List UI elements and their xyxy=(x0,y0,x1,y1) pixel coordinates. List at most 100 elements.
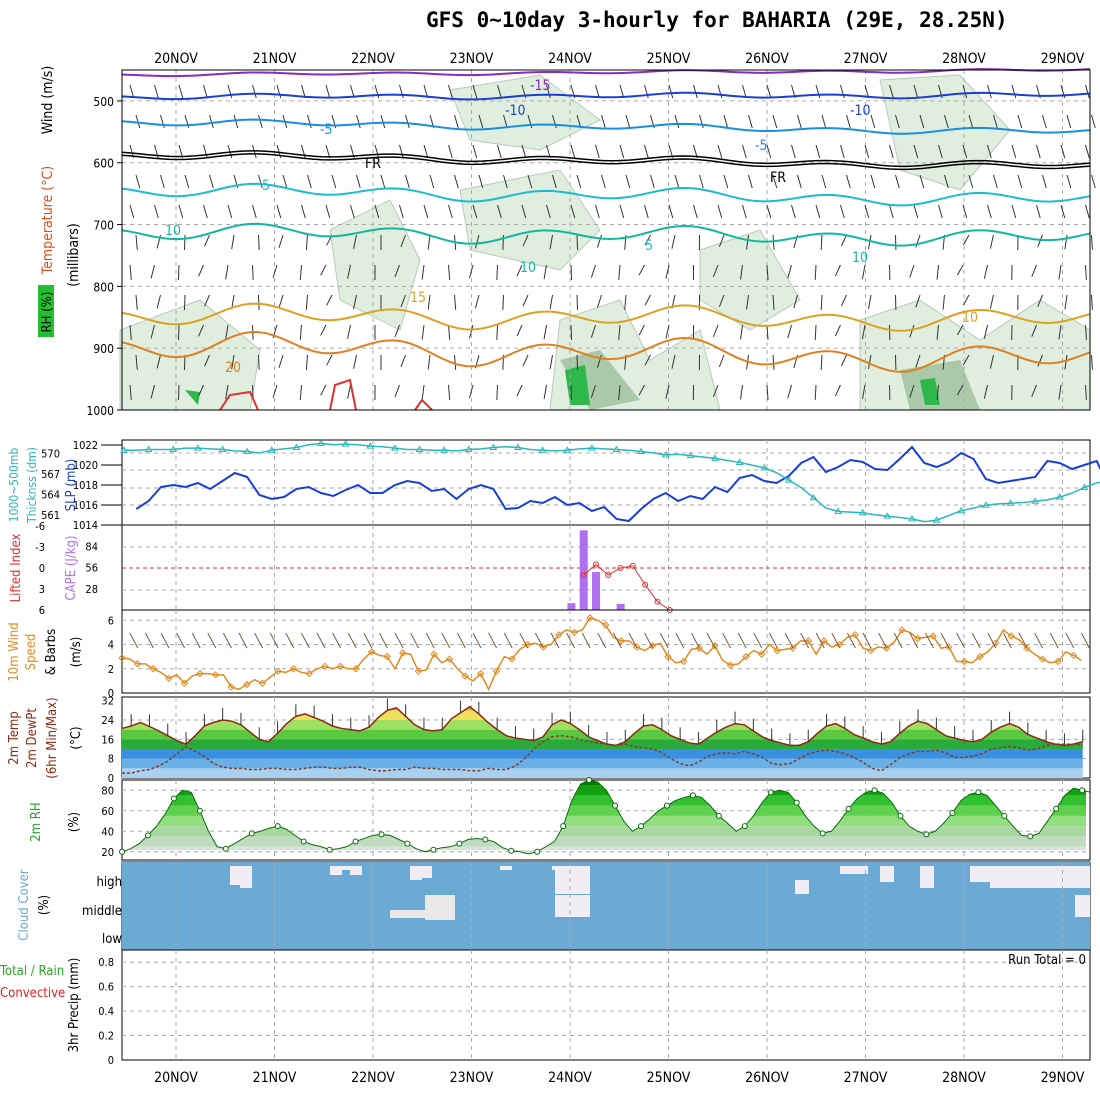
wind-barb xyxy=(1060,204,1066,219)
thickness-marker xyxy=(440,446,449,453)
wind-barb xyxy=(160,632,170,649)
wind-barb xyxy=(936,324,939,340)
wind-barb xyxy=(748,174,753,189)
wind-barb xyxy=(222,632,232,649)
cloud-axis-label: Cloud Cover xyxy=(17,869,32,941)
wind-barb xyxy=(840,204,845,219)
day-label-top: 26NOV xyxy=(745,51,789,67)
lifted-index-marker xyxy=(580,572,587,578)
rh-band xyxy=(122,836,1086,847)
slp-panel: 570 567 564 561 1022 1020 1018 1016 1014 xyxy=(41,439,1100,532)
wind-speed-marker xyxy=(570,628,579,637)
wind-barb xyxy=(472,632,482,649)
wind-barb xyxy=(814,384,817,400)
isotherm-25 xyxy=(219,390,259,411)
wind-barb xyxy=(183,294,186,310)
wind-barb xyxy=(671,234,676,249)
wind-barb xyxy=(650,174,655,189)
cloud-clear-high xyxy=(420,866,432,878)
wind-barb xyxy=(198,264,204,277)
cape-tick-label: 28 xyxy=(85,583,98,596)
wind-barb xyxy=(861,384,866,400)
wind-barb xyxy=(878,632,888,649)
cloud-panel: high middle low xyxy=(82,861,1091,951)
wind-barb xyxy=(1042,114,1047,129)
pressure-tick-label: 700 xyxy=(93,219,114,233)
wind-barb xyxy=(472,204,478,219)
thickness-marker xyxy=(637,447,646,455)
wind-barb xyxy=(612,632,622,649)
wind-barb xyxy=(570,204,576,219)
day-label-top: 29NOV xyxy=(1041,51,1085,67)
wind-barb xyxy=(968,174,974,189)
cloud-level-label: middle xyxy=(82,904,122,919)
chart-title: GFS 0~10day 3-hourly for BAHARIA (29E, 2… xyxy=(426,8,1008,32)
wind-barb xyxy=(1037,294,1043,307)
wind-speed-marker xyxy=(601,621,610,629)
wind-barb xyxy=(581,632,591,649)
rh-2m-axis-label: 2m RH xyxy=(29,802,44,841)
wind-barb xyxy=(989,354,994,369)
temp-band xyxy=(122,691,1084,701)
wind-barb xyxy=(474,294,480,309)
cape-bar xyxy=(616,603,625,610)
wind-barb xyxy=(502,294,504,310)
wind-barb xyxy=(454,354,457,370)
rh-units-label: (%) xyxy=(67,812,82,832)
wind-barb xyxy=(1085,204,1090,219)
wind-barb xyxy=(840,294,847,307)
wind-barb xyxy=(601,114,606,129)
wind-barb xyxy=(597,632,607,649)
wind-barb xyxy=(448,204,453,219)
wind-barb xyxy=(772,354,775,370)
upper-air-panel: -15-10 -10-5-5FRFR55101010152010500600700… xyxy=(7,66,1096,1052)
wind-barb xyxy=(394,324,400,338)
wind-barb xyxy=(753,632,763,649)
thickness-marker xyxy=(760,463,769,471)
wind-barb xyxy=(516,264,523,277)
wind-barb xyxy=(129,84,135,99)
wind-barb xyxy=(399,204,404,219)
wind-barb xyxy=(820,234,823,250)
wind-barb xyxy=(472,84,478,99)
wind-barb xyxy=(693,84,698,99)
wind-barb xyxy=(209,174,214,189)
rh-tick-label: 80 xyxy=(101,784,114,797)
wind-barb xyxy=(1058,264,1062,280)
cape-bar xyxy=(567,603,576,610)
rh-marker xyxy=(923,831,930,838)
wind-axis-label-1: 10m Wind xyxy=(7,622,22,681)
wind-barb xyxy=(674,114,680,129)
temp-tick-label: 8 xyxy=(108,753,114,766)
lifted-index-marker xyxy=(654,598,661,605)
lifted-index-marker xyxy=(605,572,612,578)
pressure-tick-label: 600 xyxy=(93,157,114,171)
wind-barb xyxy=(204,234,210,247)
wind-barb xyxy=(1037,234,1043,247)
wind-barb xyxy=(282,174,288,189)
wind-barb xyxy=(625,114,631,129)
wind-barb xyxy=(316,632,326,649)
thickness-marker xyxy=(169,445,178,453)
wind-barb xyxy=(374,144,380,159)
wind-barb xyxy=(618,324,621,340)
wind-barb xyxy=(203,84,208,99)
wind-barb xyxy=(254,632,264,649)
wind-barb xyxy=(184,174,190,189)
wind-speed-marker xyxy=(243,680,251,689)
rh-tick-label: 20 xyxy=(101,846,114,859)
wind-speed-marker xyxy=(913,634,922,643)
wind-barb xyxy=(421,324,425,340)
wind-barb xyxy=(516,384,523,397)
wind-barb xyxy=(870,174,876,189)
thickness-marker xyxy=(908,514,916,522)
wind-barb xyxy=(870,114,876,129)
wind-barb xyxy=(331,174,337,189)
wind-speed-marker xyxy=(867,646,875,655)
freezing-level xyxy=(121,150,1091,168)
wind-barb xyxy=(276,204,282,219)
wind-barb xyxy=(665,384,670,399)
wind-barb xyxy=(723,174,729,189)
contour-label: 15 xyxy=(410,290,426,306)
temperature-axis-label: Temperature (°C) xyxy=(40,166,56,275)
